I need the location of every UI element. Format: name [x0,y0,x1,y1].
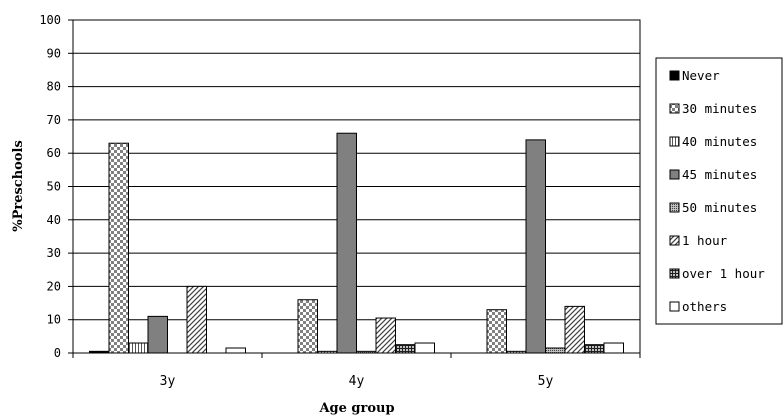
bar-1-hour-4y [375,317,396,354]
bar-over-1-hour-5y [584,344,605,354]
bar-others-3y [225,347,246,354]
legend-label: 45 minutes [682,167,757,182]
bar-others-4y [414,342,435,354]
y-tick-label: 0 [54,346,61,360]
bar-30-minutes-4y [297,299,318,354]
bar-45-minutes-4y [336,132,357,354]
x-axis-title: Age group [318,401,394,416]
bar-never-3y [89,350,110,354]
bar-45-minutes-3y [147,315,168,354]
legend-label: others [682,299,727,314]
legend-box [655,57,783,325]
legend-label: Never [682,68,720,83]
y-tick-label: 100 [39,13,61,27]
y-tick-label: 60 [47,146,61,160]
y-tick-label: 80 [47,80,61,94]
y-tick-label: 50 [47,180,61,194]
legend-label: 1 hour [682,233,728,248]
x-category-label: 4y [349,374,365,389]
bar-50-minutes-4y [356,350,377,354]
legend-swatch [669,169,680,180]
legend-swatch [669,136,680,147]
x-category-label: 3y [160,374,176,389]
y-tick-label: 70 [47,113,61,127]
legend-swatch [669,70,680,81]
bar-1-hour-3y [186,285,207,354]
legend-label: over 1 hour [682,266,765,281]
legend-label: 40 minutes [682,134,757,149]
y-tick-label: 10 [47,313,61,327]
x-category-label: 5y [538,374,554,389]
y-tick-label: 90 [47,46,61,60]
bar-40-minutes-4y [317,350,338,354]
legend-label: 30 minutes [682,101,757,116]
bar-1-hour-5y [564,305,585,354]
legend-swatch [669,301,680,312]
bar-45-minutes-5y [525,139,546,354]
bar-30-minutes-3y [108,142,129,354]
y-tick-label: 30 [47,246,61,260]
legend-swatch [669,103,680,114]
y-tick-label: 40 [47,213,61,227]
bar-30-minutes-5y [486,309,507,354]
bar-40-minutes-5y [506,350,527,354]
legend-swatch [669,202,680,213]
legend-swatch [669,235,680,246]
y-axis-title: %Preschools [11,140,26,232]
bar-others-5y [603,342,624,354]
y-tick-label: 20 [47,279,61,293]
legend: Never 30 minutes 40 minutes 45 minutes 50 mi… [655,57,783,325]
legend-swatch [669,268,680,279]
bar-50-minutes-5y [545,347,566,354]
bar-over-1-hour-4y [395,344,416,354]
plot-area: 0 10 20 30 40 50 60 70 80 90 100 3y 4y 5y [39,13,641,389]
bar-40-minutes-3y [128,342,149,354]
legend-label: 50 minutes [682,200,757,215]
